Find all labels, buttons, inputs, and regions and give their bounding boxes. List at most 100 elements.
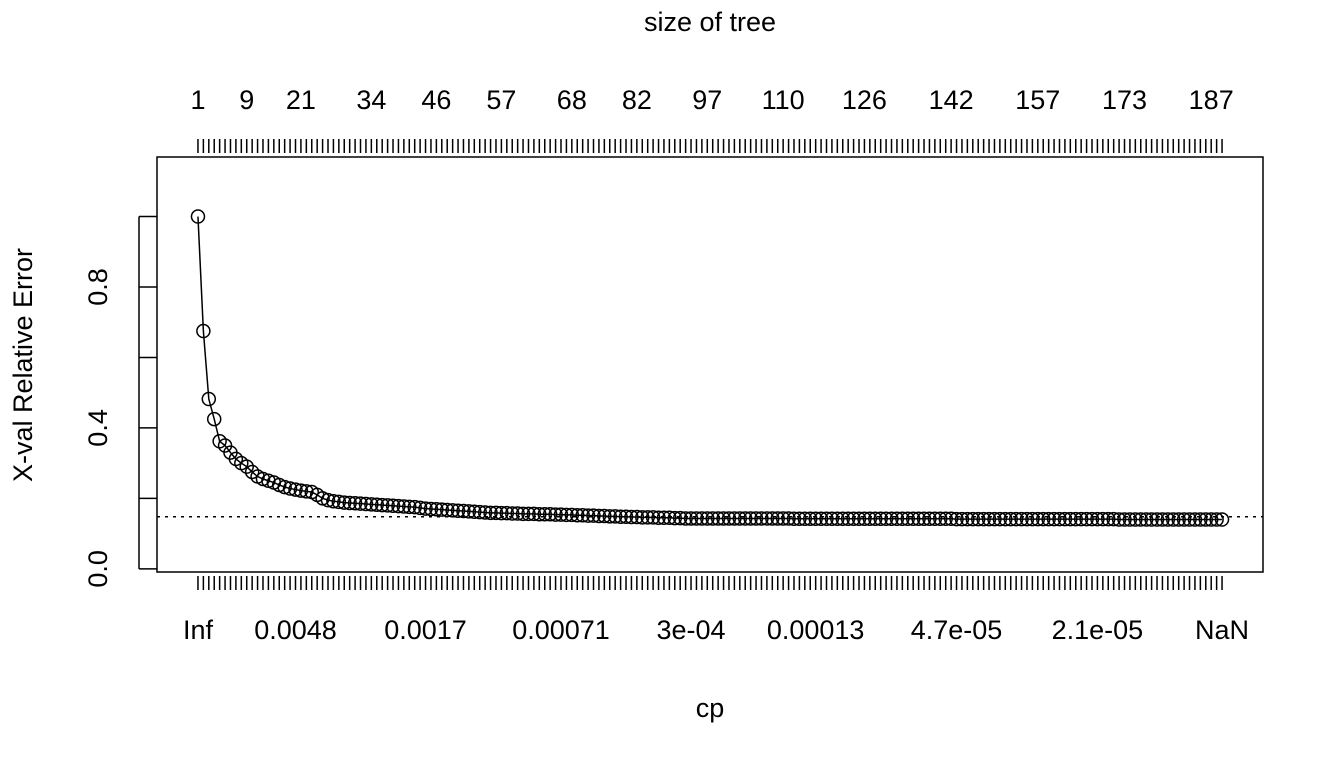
point (1198, 512, 1214, 527)
point (1052, 511, 1067, 527)
point (1138, 512, 1154, 527)
point (878, 511, 894, 527)
x-tick-label: 3e-04 (657, 615, 726, 645)
point (239, 459, 254, 474)
point (467, 504, 482, 520)
point (1193, 512, 1208, 527)
point (694, 511, 710, 526)
point (759, 511, 775, 526)
point (299, 484, 314, 499)
point (667, 510, 683, 526)
x-tick-label: 0.0017 (384, 615, 467, 645)
point (737, 511, 753, 526)
point (1166, 512, 1181, 527)
x2-tick-label: 110 (762, 85, 805, 115)
x2-tick-label: 126 (842, 85, 887, 115)
point (1133, 512, 1149, 527)
point (472, 504, 487, 520)
point (418, 501, 433, 516)
point (461, 504, 477, 519)
point (748, 511, 764, 526)
x-tick-label: 0.0048 (254, 615, 337, 645)
point (835, 511, 851, 527)
point (510, 506, 525, 521)
point (1014, 511, 1029, 527)
point (705, 511, 720, 526)
point (358, 496, 374, 512)
point (775, 511, 791, 526)
point (1025, 511, 1040, 527)
point (575, 508, 590, 523)
x2-tick-label: 57 (486, 85, 516, 115)
x-tick-label: Inf (183, 615, 214, 645)
point (477, 505, 493, 520)
point (402, 499, 417, 515)
point (613, 509, 628, 524)
point (1160, 512, 1176, 527)
x2-tick-label: 97 (692, 85, 722, 115)
x-tick-label: 4.7e-05 (911, 615, 1003, 645)
point (190, 209, 206, 224)
x2-tick-label: 157 (1015, 85, 1060, 115)
point (629, 509, 645, 525)
point (391, 498, 406, 514)
point (786, 511, 802, 527)
point (353, 496, 368, 511)
point (916, 511, 932, 527)
point (846, 511, 861, 527)
point (206, 411, 222, 427)
point (277, 479, 292, 495)
point (1214, 512, 1230, 527)
point (970, 511, 986, 527)
point (602, 509, 618, 524)
point (700, 511, 715, 526)
x2-tick-label: 82 (622, 85, 652, 115)
point (559, 507, 574, 523)
point (347, 496, 363, 511)
point (526, 506, 542, 522)
point (960, 511, 975, 527)
point (1122, 512, 1138, 527)
point (640, 510, 655, 525)
point (1101, 511, 1116, 527)
point (201, 391, 217, 407)
x2-tick-label: 68 (557, 85, 587, 115)
point (689, 511, 704, 526)
point (1182, 512, 1197, 527)
point (569, 508, 585, 523)
point (1095, 511, 1111, 527)
point (456, 503, 471, 519)
point (553, 507, 569, 522)
point (651, 510, 666, 525)
point (1030, 511, 1046, 527)
point (873, 511, 888, 527)
point (1117, 512, 1132, 527)
point (542, 506, 558, 522)
point (1008, 511, 1024, 527)
point (1057, 511, 1073, 527)
point (499, 505, 515, 521)
x2-tick-label: 21 (286, 85, 316, 115)
point (895, 511, 910, 527)
point (488, 505, 504, 521)
point (282, 481, 298, 496)
point (727, 511, 742, 526)
point (851, 511, 867, 527)
point (1209, 512, 1224, 527)
point (580, 508, 596, 523)
point (662, 510, 677, 525)
point (320, 492, 336, 508)
point (943, 511, 959, 527)
point (1084, 511, 1100, 527)
point (656, 510, 672, 525)
point (1171, 512, 1186, 527)
point (683, 511, 699, 526)
point (732, 511, 748, 526)
point (830, 511, 845, 527)
point (624, 509, 639, 525)
point (770, 511, 785, 526)
point (743, 511, 758, 526)
chart-title: size of tree (644, 7, 776, 37)
point (976, 511, 991, 527)
point (407, 499, 422, 515)
